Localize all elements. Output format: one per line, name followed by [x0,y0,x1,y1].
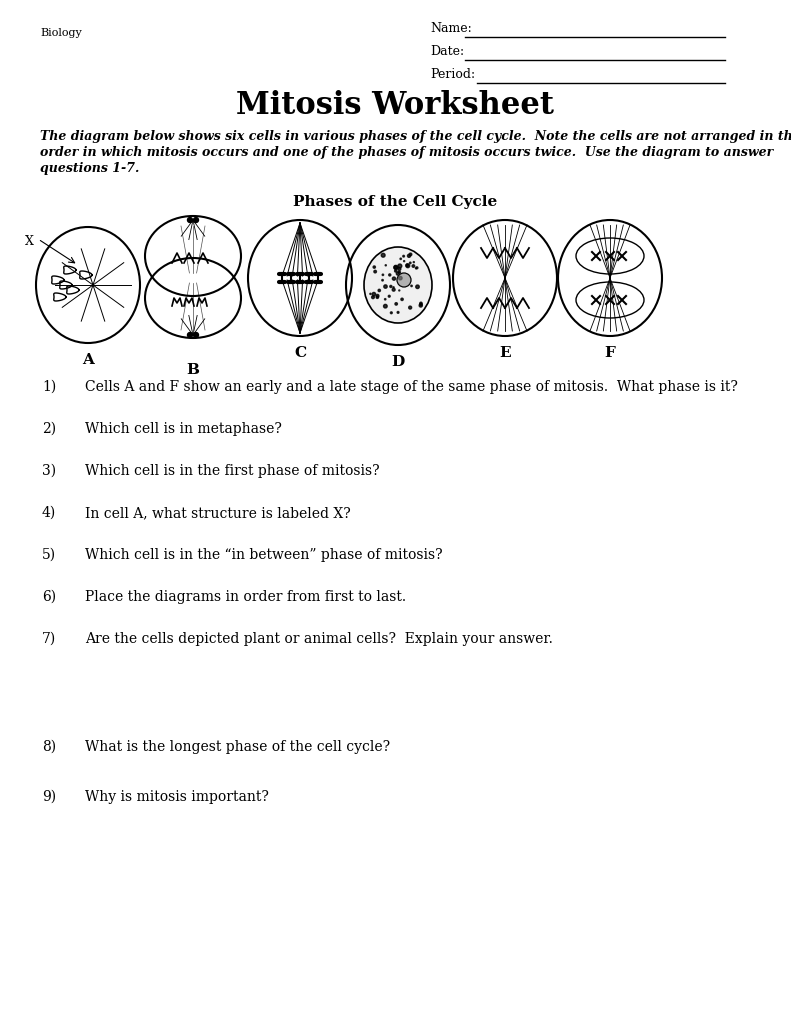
Circle shape [384,285,387,288]
Circle shape [194,217,199,222]
Circle shape [412,265,414,267]
Circle shape [377,296,379,298]
Circle shape [392,278,396,281]
Circle shape [187,333,192,338]
Circle shape [394,266,398,269]
Circle shape [407,254,411,257]
Circle shape [406,264,409,266]
Text: Which cell is in metaphase?: Which cell is in metaphase? [85,422,282,436]
Text: B: B [187,362,199,377]
Text: 4): 4) [42,506,56,520]
Text: Phases of the Cell Cycle: Phases of the Cell Cycle [293,195,497,209]
Circle shape [391,312,392,313]
Text: 2): 2) [42,422,56,436]
Circle shape [390,286,392,288]
Circle shape [384,299,386,300]
Circle shape [395,270,397,272]
Circle shape [396,271,399,275]
Text: Which cell is in the first phase of mitosis?: Which cell is in the first phase of mito… [85,464,380,478]
Text: 6): 6) [42,590,56,604]
Circle shape [406,264,410,267]
Circle shape [413,261,414,263]
Circle shape [400,258,401,259]
Text: In cell A, what structure is labeled X?: In cell A, what structure is labeled X? [85,506,350,520]
Circle shape [398,264,402,268]
Text: 1): 1) [42,380,56,394]
Circle shape [194,333,199,338]
Circle shape [416,267,418,268]
Circle shape [409,306,411,309]
Circle shape [373,266,376,268]
Circle shape [370,293,371,295]
Circle shape [398,271,400,273]
Circle shape [372,296,374,299]
Circle shape [409,253,412,256]
Circle shape [397,311,399,313]
Text: Name:: Name: [430,22,471,35]
Text: 7): 7) [42,632,56,646]
Text: Why is mitosis important?: Why is mitosis important? [85,790,269,804]
Text: Cells A and F show an early and a late stage of the same phase of mitosis.  What: Cells A and F show an early and a late s… [85,380,738,394]
Circle shape [420,303,422,305]
Circle shape [410,262,411,263]
Circle shape [398,267,401,270]
Ellipse shape [364,247,432,323]
Text: Are the cells depicted plant or animal cells?  Explain your answer.: Are the cells depicted plant or animal c… [85,632,553,646]
Text: 5): 5) [42,548,56,562]
Circle shape [385,265,386,266]
Circle shape [381,253,385,257]
Text: The diagram below shows six cells in various phases of the cell cycle.  Note the: The diagram below shows six cells in var… [40,130,791,143]
Circle shape [397,273,411,287]
Text: 8): 8) [42,740,56,754]
Circle shape [416,285,419,289]
Circle shape [419,304,422,307]
Text: Place the diagrams in order from first to last.: Place the diagrams in order from first t… [85,590,406,604]
Text: D: D [392,355,405,369]
Circle shape [374,270,377,272]
Text: Biology: Biology [40,28,81,38]
Circle shape [378,289,380,292]
Circle shape [411,286,412,287]
Circle shape [399,276,402,280]
Text: Which cell is in the “in between” phase of mitosis?: Which cell is in the “in between” phase … [85,548,443,562]
Circle shape [401,298,403,300]
Circle shape [388,273,391,276]
Circle shape [372,293,376,296]
Circle shape [420,302,422,304]
Circle shape [382,274,384,275]
Text: Mitosis Worksheet: Mitosis Worksheet [236,90,554,121]
Circle shape [403,261,405,262]
Circle shape [393,287,394,288]
Circle shape [392,288,396,291]
Circle shape [395,303,397,305]
Text: Date:: Date: [430,45,464,58]
Circle shape [187,217,192,222]
Text: C: C [294,346,306,360]
Text: 9): 9) [42,790,56,804]
Circle shape [403,255,404,257]
Text: Period:: Period: [430,68,475,81]
Text: 3): 3) [42,464,56,478]
Circle shape [384,304,387,308]
Circle shape [394,265,398,269]
Text: F: F [604,346,615,360]
Circle shape [388,295,390,297]
Circle shape [382,280,384,281]
Circle shape [377,295,379,297]
Text: order in which mitosis occurs and one of the phases of mitosis occurs twice.  Us: order in which mitosis occurs and one of… [40,146,774,159]
Text: E: E [499,346,511,360]
Text: questions 1-7.: questions 1-7. [40,162,139,175]
Text: What is the longest phase of the cell cycle?: What is the longest phase of the cell cy… [85,740,390,754]
Text: X: X [25,234,34,248]
Text: A: A [82,353,94,367]
